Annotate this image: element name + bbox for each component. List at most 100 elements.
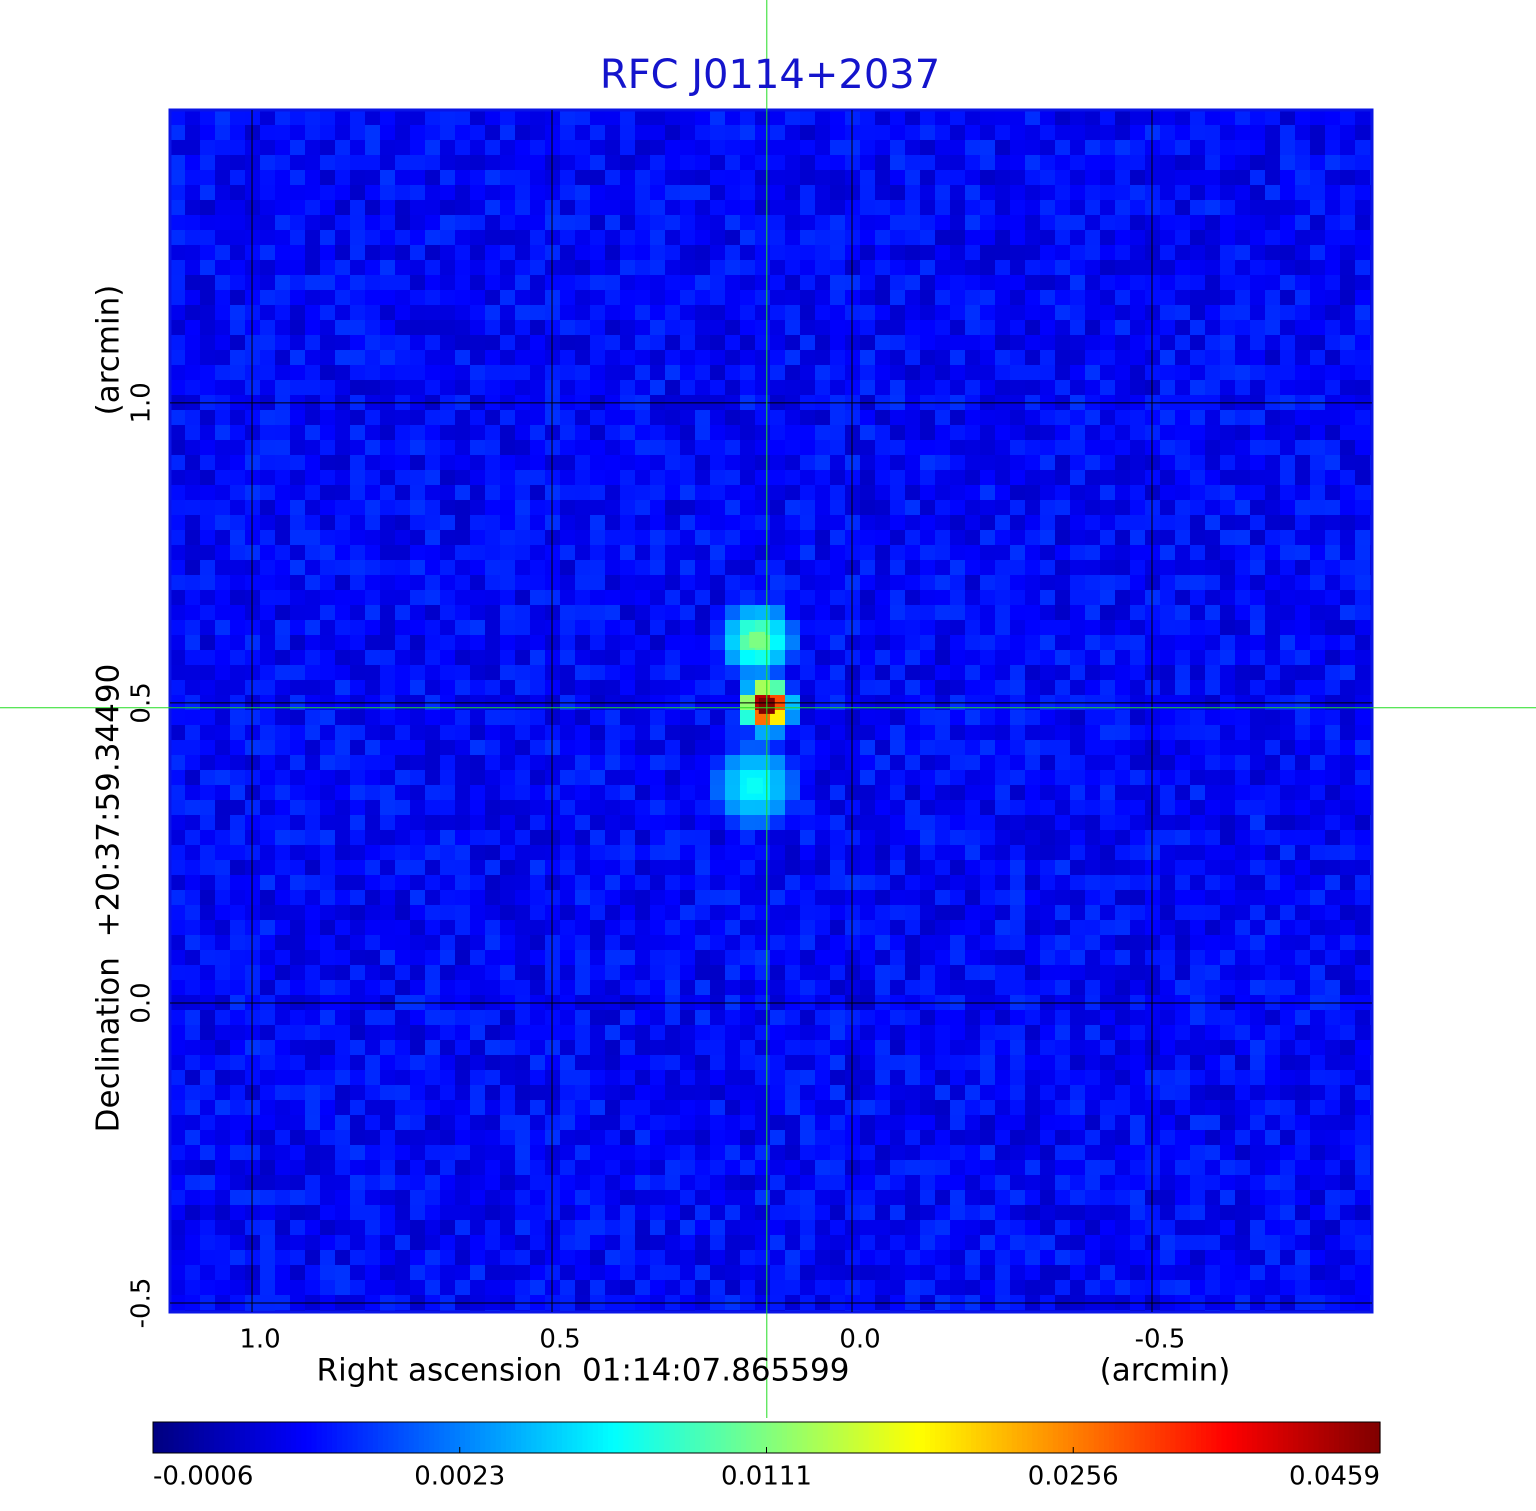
image-pixel (755, 890, 770, 905)
image-pixel (560, 470, 575, 485)
image-pixel (305, 440, 320, 455)
image-pixel (305, 110, 320, 125)
image-pixel (1340, 965, 1355, 980)
image-pixel (305, 1025, 320, 1040)
image-pixel (500, 170, 515, 185)
image-pixel (830, 1010, 845, 1025)
image-pixel (980, 830, 995, 845)
image-pixel (1085, 785, 1100, 800)
image-pixel (830, 815, 845, 830)
image-pixel (1070, 380, 1085, 395)
image-pixel (1175, 335, 1190, 350)
image-pixel (1040, 230, 1055, 245)
image-pixel (1355, 170, 1370, 185)
image-pixel (455, 590, 470, 605)
image-pixel (1265, 815, 1280, 830)
image-pixel (590, 785, 605, 800)
image-pixel (755, 350, 770, 365)
image-pixel (185, 305, 200, 320)
image-pixel (1055, 755, 1070, 770)
image-pixel (365, 455, 380, 470)
image-pixel (980, 965, 995, 980)
image-pixel (740, 290, 755, 305)
image-pixel (380, 245, 395, 260)
image-pixel (935, 455, 950, 470)
image-pixel (290, 455, 305, 470)
image-pixel (980, 815, 995, 830)
image-pixel (485, 950, 500, 965)
image-pixel (515, 260, 530, 275)
image-pixel (665, 980, 680, 995)
image-pixel (785, 440, 800, 455)
image-pixel (455, 770, 470, 785)
image-pixel (1295, 605, 1310, 620)
image-pixel (755, 800, 770, 815)
image-pixel (605, 170, 620, 185)
image-pixel (1130, 845, 1145, 860)
image-pixel (1355, 230, 1370, 245)
image-pixel (1070, 635, 1085, 650)
image-pixel (1115, 950, 1130, 965)
image-pixel (665, 875, 680, 890)
image-pixel (770, 485, 785, 500)
image-pixel (1055, 950, 1070, 965)
image-pixel (800, 830, 815, 845)
image-pixel (1355, 590, 1370, 605)
image-pixel (1100, 980, 1115, 995)
image-pixel (275, 620, 290, 635)
image-pixel (1055, 350, 1070, 365)
image-pixel (170, 1025, 185, 1040)
image-pixel (365, 575, 380, 590)
image-pixel (1250, 905, 1265, 920)
image-pixel (1100, 800, 1115, 815)
image-pixel (1355, 770, 1370, 785)
image-pixel (665, 545, 680, 560)
image-pixel (1295, 545, 1310, 560)
image-pixel (290, 1025, 305, 1040)
image-pixel (1040, 830, 1055, 845)
image-pixel (920, 200, 935, 215)
image-pixel (950, 620, 965, 635)
image-pixel (215, 515, 230, 530)
image-pixel (1280, 455, 1295, 470)
image-pixel (395, 440, 410, 455)
image-pixel (170, 920, 185, 935)
image-pixel (665, 605, 680, 620)
image-pixel (635, 980, 650, 995)
image-pixel (620, 950, 635, 965)
image-pixel (695, 680, 710, 695)
image-pixel (380, 920, 395, 935)
image-pixel (890, 740, 905, 755)
image-pixel (1265, 155, 1280, 170)
image-pixel (1220, 170, 1235, 185)
image-pixel (965, 515, 980, 530)
image-pixel (1025, 1010, 1040, 1025)
image-pixel (905, 785, 920, 800)
image-pixel (530, 725, 545, 740)
image-pixel (1205, 245, 1220, 260)
image-pixel (845, 560, 860, 575)
image-pixel (1250, 320, 1265, 335)
image-pixel (575, 665, 590, 680)
image-pixel (320, 830, 335, 845)
image-pixel (860, 785, 875, 800)
image-pixel (995, 185, 1010, 200)
image-pixel (1055, 935, 1070, 950)
image-pixel (320, 935, 335, 950)
image-pixel (740, 470, 755, 485)
image-pixel (965, 545, 980, 560)
image-pixel (575, 455, 590, 470)
image-pixel (800, 845, 815, 860)
image-pixel (560, 140, 575, 155)
image-pixel (1130, 170, 1145, 185)
image-pixel (650, 845, 665, 860)
image-pixel (680, 680, 695, 695)
image-pixel (830, 650, 845, 665)
image-pixel (1250, 890, 1265, 905)
image-pixel (1265, 560, 1280, 575)
image-pixel (1085, 260, 1100, 275)
image-pixel (290, 815, 305, 830)
image-pixel (665, 350, 680, 365)
image-pixel (620, 755, 635, 770)
image-pixel (230, 725, 245, 740)
